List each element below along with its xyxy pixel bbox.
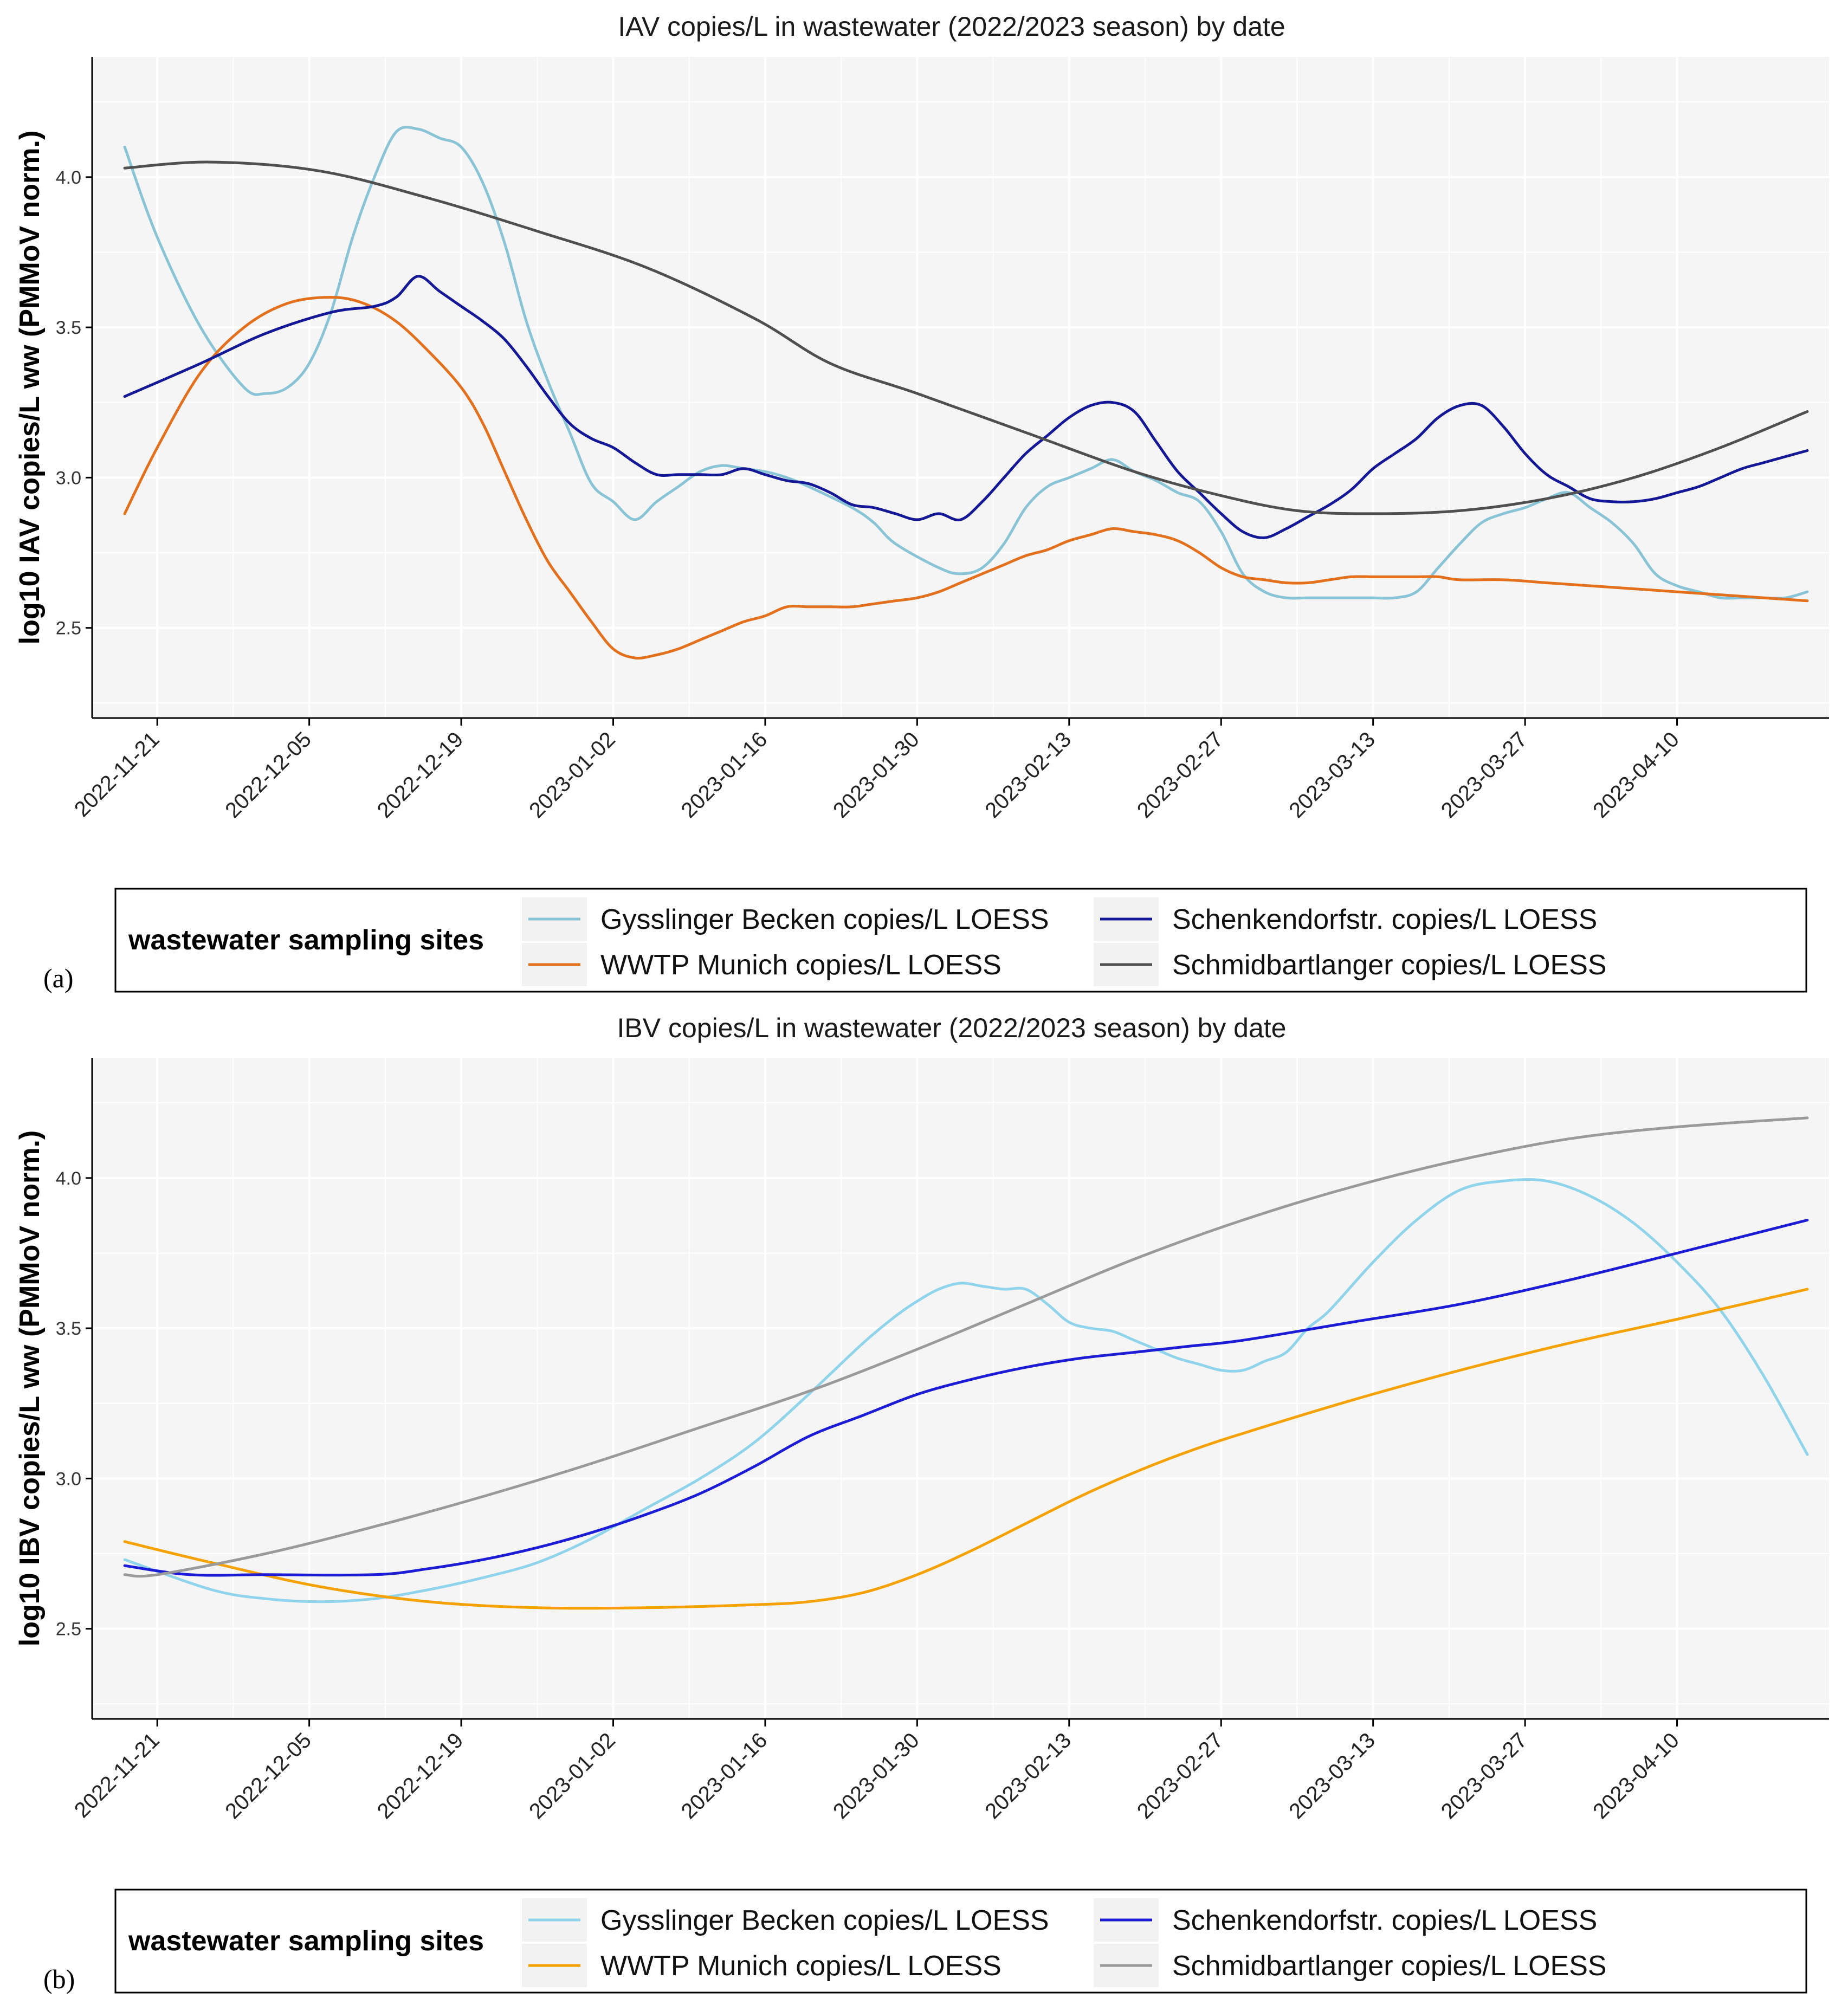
grid (80, 1058, 1829, 1719)
x-ticks: 2022-11-21 2022-12-05 2022-12-19 2023-01-02… (70, 1719, 1684, 1824)
legend-entry: Schenkendorfstr. copies/L LOESS (1172, 904, 1597, 935)
x-tick-label: 2023-01-16 (677, 1728, 772, 1824)
x-tick-label: 2022-12-19 (373, 1728, 468, 1824)
y-tick-label: 4.0 (56, 1168, 81, 1189)
legend-entry: Schmidbartlanger copies/L LOESS (1172, 1950, 1607, 1982)
legend-box (114, 1889, 1807, 1994)
legend: Gysslinger Becken copies/L LOESS Schenken… (522, 897, 1607, 986)
series-line-4 (123, 160, 1809, 515)
x-tick-label: 2022-11-21 (70, 1728, 164, 1822)
grid (80, 57, 1829, 718)
y-tick-label: 4.0 (56, 167, 81, 188)
series-line-3 (123, 1219, 1809, 1577)
y-tick-label: 2.5 (56, 1619, 81, 1640)
chart-title: IAV copies/L in wastewater (2022/2023 se… (618, 11, 1285, 42)
legend-entry: Schenkendorfstr. copies/L LOESS (1172, 1905, 1597, 1936)
series-lines (123, 1116, 1809, 1610)
legend-title: wastewater sampling sites (128, 924, 484, 956)
series-line-2 (123, 1288, 1809, 1610)
x-tick-label: 2023-02-13 (980, 727, 1076, 823)
series-line-4 (123, 1116, 1809, 1578)
x-tick-label: 2023-04-10 (1588, 1728, 1684, 1824)
x-tick-label: 2023-01-30 (829, 1728, 924, 1824)
legend-entry: Schmidbartlanger copies/L LOESS (1172, 949, 1607, 981)
x-tick-label: 2023-03-27 (1437, 727, 1532, 823)
legend-box (114, 888, 1807, 993)
series-line-3 (123, 275, 1809, 539)
x-tick-label: 2022-12-05 (221, 727, 316, 823)
y-tick-label: 3.5 (56, 318, 81, 338)
x-tick-label: 2023-01-02 (525, 1728, 620, 1824)
legend-entry: WWTP Munich copies/L LOESS (600, 1950, 1001, 1982)
y-tick-label: 3.5 (56, 1318, 81, 1339)
chart-title: IBV copies/L in wastewater (2022/2023 se… (617, 1013, 1286, 1043)
y-axis-label: log10 IBV copies/L ww (PMMoV norm.) (14, 1130, 46, 1646)
legend-entry: Gysslinger Becken copies/L LOESS (600, 1905, 1049, 1936)
series-line-2 (123, 296, 1809, 659)
x-tick-label: 2022-12-19 (373, 727, 468, 823)
legend: Gysslinger Becken copies/L LOESS Schenken… (522, 1898, 1607, 1987)
y-tick-label: 3.0 (56, 1469, 81, 1489)
x-tick-label: 2023-02-13 (980, 1728, 1076, 1824)
x-tick-label: 2023-04-10 (1588, 727, 1684, 823)
x-tick-label: 2023-03-27 (1437, 1728, 1532, 1824)
y-ticks: 2.5 3.0 3.5 4.0 (56, 167, 92, 639)
legend-entry: WWTP Munich copies/L LOESS (600, 949, 1001, 981)
x-tick-label: 2023-03-13 (1284, 1728, 1380, 1824)
panel-a: IAV copies/L in wastewater (2022/2023 se… (14, 11, 1829, 993)
panel-label: (a) (43, 963, 74, 993)
series-line-1 (123, 126, 1809, 600)
legend-title: wastewater sampling sites (128, 1925, 484, 1957)
x-ticks: 2022-11-21 2022-12-05 2022-12-19 2023-01-02… (70, 718, 1684, 823)
x-tick-label: 2023-03-13 (1284, 727, 1380, 823)
legend-entry: Gysslinger Becken copies/L LOESS (600, 904, 1049, 935)
x-tick-label: 2023-01-02 (525, 727, 620, 823)
y-tick-label: 2.5 (56, 618, 81, 639)
x-tick-label: 2023-01-30 (829, 727, 924, 823)
x-tick-label: 2022-12-05 (221, 1728, 316, 1824)
y-ticks: 2.5 3.0 3.5 4.0 (56, 1168, 92, 1640)
x-tick-label: 2023-02-27 (1133, 727, 1228, 823)
y-axis-label: log10 IAV copies/L ww (PMMoV norm.) (14, 131, 46, 645)
y-tick-label: 3.0 (56, 468, 81, 488)
plot-area (92, 1058, 1829, 1719)
panel-label: (b) (43, 1964, 75, 1994)
series-lines (123, 126, 1809, 659)
plot-area (92, 57, 1829, 718)
series-line-1 (123, 1178, 1809, 1603)
x-tick-label: 2023-02-27 (1133, 1728, 1228, 1824)
x-tick-label: 2023-01-16 (677, 727, 772, 823)
x-tick-label: 2022-11-21 (70, 727, 164, 822)
panel-b: IBV copies/L in wastewater (2022/2023 se… (14, 1013, 1829, 1994)
